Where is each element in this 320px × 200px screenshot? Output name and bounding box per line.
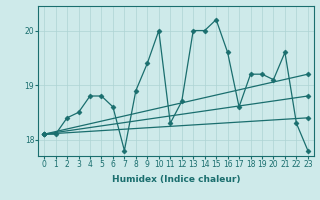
X-axis label: Humidex (Indice chaleur): Humidex (Indice chaleur) [112, 175, 240, 184]
